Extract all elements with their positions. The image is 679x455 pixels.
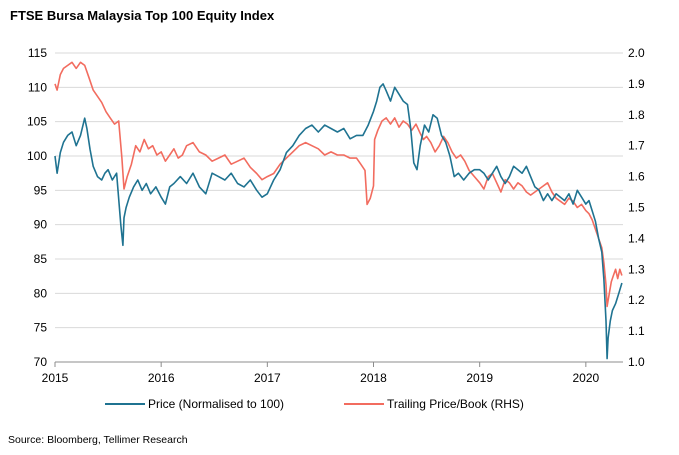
left-tick-label: 110 (28, 80, 47, 94)
chart-title: FTSE Bursa Malaysia Top 100 Equity Index (10, 8, 275, 23)
x-tick-label: 2020 (572, 371, 599, 385)
right-tick-label: 2.0 (628, 46, 645, 60)
gridlines (55, 52, 623, 329)
series-line-price (54, 83, 623, 360)
left-tick-label: 85 (34, 252, 48, 266)
right-tick-label: 1.9 (628, 77, 645, 91)
right-tick-label: 1.2 (628, 293, 645, 307)
left-tick-label: 75 (34, 321, 48, 335)
x-tick-label: 2019 (466, 371, 493, 385)
series-lines (54, 61, 623, 360)
right-axis-ticks: 1.0 1.1 1.2 1.3 1.4 1.5 1.6 1.7 1.8 1.9 2.0 (628, 46, 645, 369)
left-tick-label: 70 (34, 355, 48, 369)
right-tick-label: 1.6 (628, 170, 645, 184)
left-tick-label: 115 (28, 46, 47, 60)
legend: Price (Normalised to 100) Trailing Price… (105, 397, 524, 411)
right-tick-label: 1.8 (628, 108, 645, 122)
right-tick-label: 1.7 (628, 139, 645, 153)
x-tick-label: 2017 (254, 371, 281, 385)
right-tick-label: 1.0 (628, 355, 645, 369)
x-tick-label: 2016 (148, 371, 175, 385)
x-tick-label: 2018 (360, 371, 387, 385)
legend-label-price: Price (Normalised to 100) (148, 397, 284, 411)
left-axis-ticks: 70 75 80 85 90 95 100 105 110 115 (27, 46, 47, 369)
right-tick-label: 1.4 (628, 231, 645, 245)
right-tick-label: 1.3 (628, 262, 645, 276)
left-tick-label: 95 (34, 183, 48, 197)
right-tick-label: 1.1 (628, 324, 645, 338)
left-tick-label: 105 (27, 115, 47, 129)
series-line-pb (54, 61, 623, 308)
left-tick-label: 90 (34, 218, 48, 232)
x-tick-label: 2015 (42, 371, 69, 385)
right-tick-label: 1.5 (628, 201, 645, 215)
left-tick-label: 80 (34, 286, 48, 300)
source-note: Source: Bloomberg, Tellimer Research (8, 434, 188, 446)
legend-label-pb: Trailing Price/Book (RHS) (387, 397, 524, 411)
x-axis-ticks: 2015 2016 2017 2018 2019 2020 (42, 362, 600, 385)
left-tick-label: 100 (27, 149, 47, 163)
